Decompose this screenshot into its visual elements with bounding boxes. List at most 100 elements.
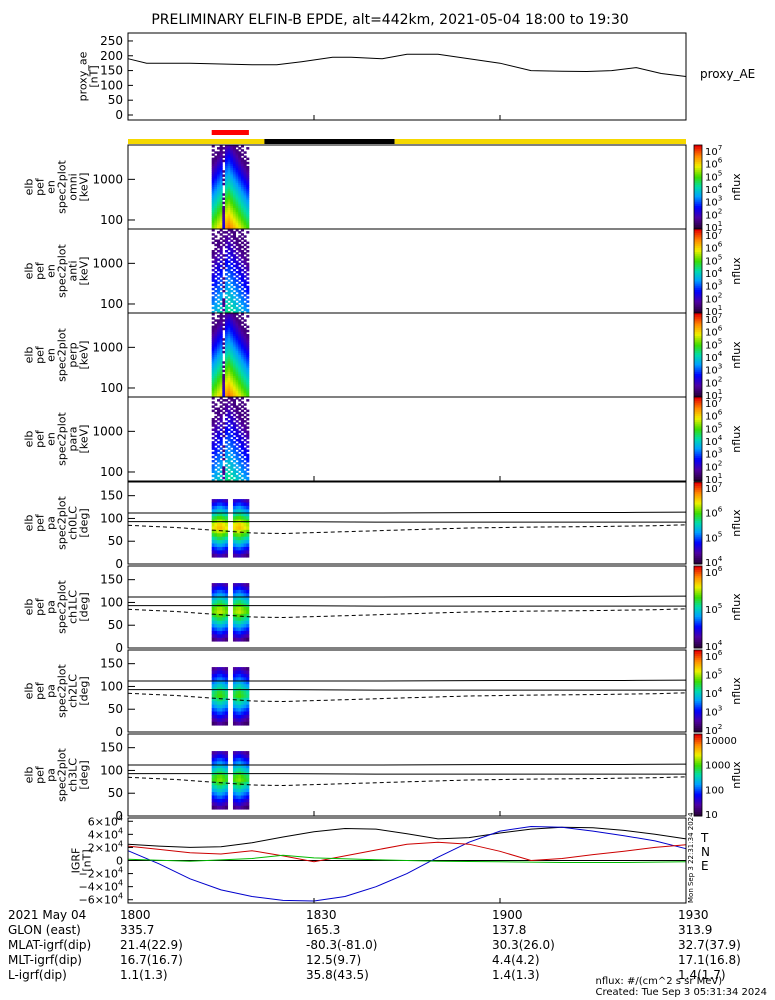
spectrogram-cell <box>243 201 247 205</box>
colorbar-cell <box>694 273 702 276</box>
spectrogram-cell <box>214 208 218 211</box>
spectrogram-cell <box>246 697 250 702</box>
energy-panel-ylabel-line: elb <box>23 347 36 364</box>
spectrogram-cell <box>222 468 226 471</box>
spectrogram-cell <box>243 466 247 469</box>
spectrogram-cell <box>230 386 234 389</box>
spectrogram-cell <box>232 334 237 337</box>
spectrogram-cell <box>238 193 242 196</box>
proxy-ae-ytick-label: 0 <box>115 108 123 122</box>
colorbar-cell <box>694 208 702 211</box>
spectrogram-cell <box>232 378 237 381</box>
status-segment <box>264 139 395 144</box>
spectrogram-cell <box>240 441 244 444</box>
spectrogram-cell <box>246 677 250 682</box>
spectrogram-cell <box>240 313 244 316</box>
spectrogram-cell <box>235 373 239 377</box>
spectrogram-cell <box>219 466 223 469</box>
spectrogram-cell <box>214 670 218 675</box>
spectrogram-cell <box>230 371 234 375</box>
spectrogram-cell <box>232 586 237 591</box>
spectrogram-cell <box>222 630 226 635</box>
spectrogram-cell <box>238 434 242 438</box>
spectrogram-cell <box>224 382 229 385</box>
spectrogram-cell <box>238 157 242 161</box>
colorbar-tick-label: 103 <box>705 704 722 719</box>
spectrogram-cell <box>227 310 231 314</box>
spectrogram-cell <box>219 754 223 759</box>
spectrogram-cell <box>214 344 218 347</box>
spectrogram-cell <box>217 159 221 163</box>
spectrogram-cell <box>246 634 250 639</box>
spectrogram-cell <box>219 464 223 467</box>
spectrogram-cell <box>232 634 237 639</box>
spectrogram-cell <box>243 340 247 343</box>
pitch-panel-ylabel-line: elb <box>23 515 36 532</box>
spectrogram-cell <box>214 170 218 173</box>
spectrogram-cell <box>230 411 234 415</box>
spectrogram-cell <box>238 376 242 379</box>
spectrogram-cell <box>235 153 239 156</box>
spectrogram-cell <box>217 430 221 434</box>
spectrogram-cell <box>232 237 237 240</box>
spectrogram-cell <box>235 336 239 339</box>
spectrogram-cell <box>238 338 242 341</box>
spectrogram-cell <box>222 764 226 769</box>
spectrogram-cell <box>217 361 221 364</box>
spectrogram-cell <box>235 634 239 639</box>
spectrogram-cell <box>222 634 226 639</box>
spectrogram-cell <box>238 457 242 461</box>
spectrogram-cell <box>243 540 247 544</box>
spectrogram-cell <box>224 172 229 175</box>
spectrogram-cell <box>232 691 237 695</box>
spectrogram-cell <box>219 172 223 175</box>
spectrogram-cell <box>219 313 223 316</box>
spectrogram-cell <box>211 397 215 400</box>
spectrogram-cell <box>214 174 218 177</box>
spectrogram-cell <box>235 279 239 282</box>
spectrogram-cell <box>243 281 247 284</box>
spectrogram-cell <box>235 553 239 558</box>
spectrogram-cell <box>227 325 231 329</box>
spectrogram-cell <box>232 327 237 331</box>
pitch-spectrogram <box>211 499 250 558</box>
spectrogram-cell <box>240 279 244 282</box>
spectrogram-cell <box>217 355 221 358</box>
spectrogram-cell <box>222 768 226 772</box>
spectrogram-cell <box>219 184 223 188</box>
spectrogram-cell <box>243 168 247 171</box>
spectrogram-cell <box>224 170 229 173</box>
colorbar-cell <box>694 145 702 148</box>
spectrogram-cell <box>214 157 218 161</box>
spectrogram-cell <box>214 704 218 709</box>
spectrogram-cell <box>238 711 242 716</box>
spectrogram-cell <box>246 453 250 457</box>
spectrogram-cell <box>211 292 215 295</box>
spectrogram-cell <box>227 388 231 392</box>
spectrogram-cell <box>240 708 244 712</box>
spectrogram-cell <box>219 170 223 173</box>
spectrogram-cell <box>230 195 234 198</box>
spectrogram-cell <box>240 397 244 400</box>
spectrogram-cell <box>224 325 229 329</box>
spectrogram-cell <box>238 386 242 389</box>
spectrogram-cell <box>235 420 239 423</box>
spectrogram-cell <box>214 195 218 198</box>
spectrogram-cell <box>246 157 250 161</box>
spectrogram-cell <box>243 178 247 182</box>
spectrogram-cell <box>224 405 229 408</box>
spectrogram-cell <box>230 271 234 274</box>
spectrogram-cell <box>214 191 218 194</box>
colorbar-cell <box>694 809 702 813</box>
spectrogram-cell <box>224 323 229 326</box>
spectrogram-cell <box>222 392 226 396</box>
spectrogram-cell <box>243 457 247 461</box>
spectrogram-cell <box>227 367 231 371</box>
colorbar-cell <box>694 197 702 201</box>
spectrogram-cell <box>246 589 250 594</box>
spectrogram-cell <box>219 401 223 404</box>
spectrogram-cell <box>246 182 250 186</box>
spectrogram-cell <box>217 677 221 682</box>
spectrogram-cell <box>232 701 237 706</box>
pitch-panel-ylabel-line: ch0LC <box>67 506 80 540</box>
